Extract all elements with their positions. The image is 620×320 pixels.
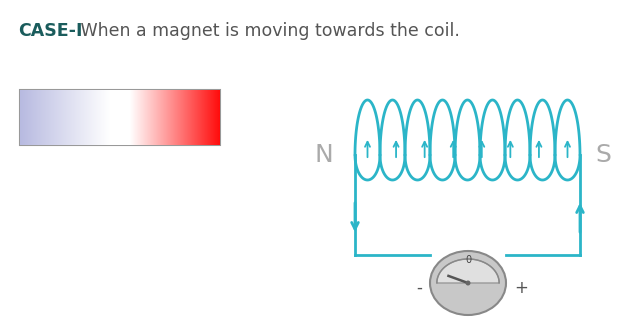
Ellipse shape — [430, 251, 506, 315]
Text: N: N — [314, 143, 333, 167]
Text: S: S — [35, 108, 46, 126]
Text: N: N — [192, 108, 205, 126]
Text: +: + — [514, 279, 528, 297]
Ellipse shape — [466, 281, 471, 285]
Bar — [20, 90, 220, 145]
Text: -: - — [416, 279, 422, 297]
Text: 0: 0 — [465, 255, 471, 265]
Text: S: S — [595, 143, 611, 167]
Text: CASE-I: CASE-I — [18, 22, 82, 40]
Polygon shape — [437, 259, 499, 283]
Text: When a magnet is moving towards the coil.: When a magnet is moving towards the coil… — [75, 22, 460, 40]
